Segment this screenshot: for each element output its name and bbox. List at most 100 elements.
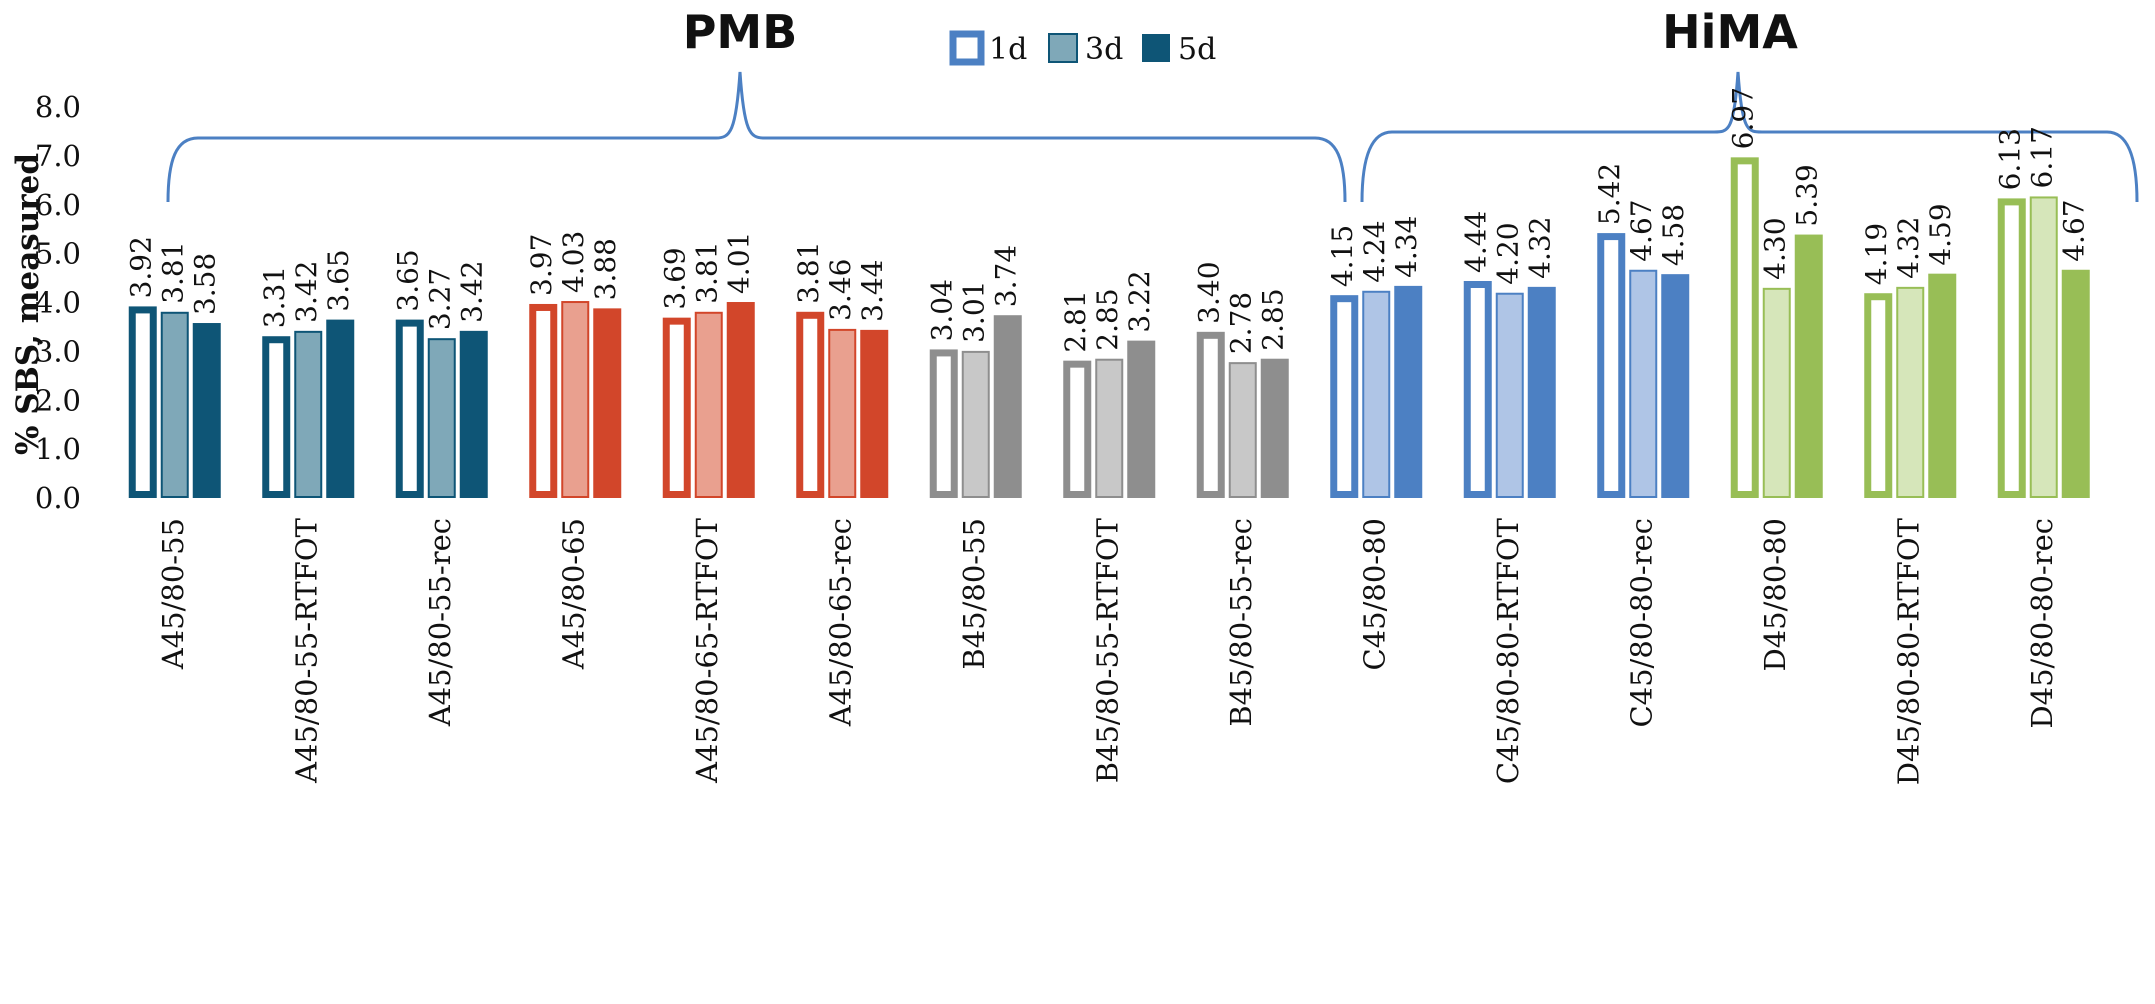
y-tick-label-1-0: 1.0 bbox=[35, 432, 81, 466]
legend-swatch-1d bbox=[949, 30, 985, 66]
bars bbox=[128, 157, 2090, 499]
category-label-b45-80-55: B45/80-55 bbox=[957, 518, 991, 670]
bar-b45-80-55-rtfot-3d bbox=[1095, 358, 1124, 498]
bar-a45-80-55-rec-1d bbox=[395, 319, 424, 499]
category-label-a45-80-65: A45/80-65 bbox=[556, 518, 590, 670]
bar-c45-80-80-3d bbox=[1362, 290, 1391, 498]
bar-c45-80-80-rtfot-1d bbox=[1463, 280, 1492, 498]
bar-b45-80-55-rtfot-5d bbox=[1127, 340, 1156, 498]
value-label-d45-80-80-rec-3d: 6.17 bbox=[2026, 126, 2059, 188]
bar-a45-80-55-3d bbox=[160, 311, 189, 498]
value-label-c45-80-80-rec-3d: 4.67 bbox=[1625, 199, 1658, 261]
value-label-a45-80-55-rec-1d: 3.65 bbox=[392, 249, 425, 311]
value-label-c45-80-80-rec-1d: 5.42 bbox=[1593, 163, 1626, 225]
value-label-d45-80-80-rtfot-1d: 4.19 bbox=[1860, 223, 1893, 285]
group-title-pmb: PMB bbox=[683, 5, 798, 59]
bar-a45-80-55-1d bbox=[128, 306, 157, 498]
y-tick-label-5-0: 5.0 bbox=[35, 237, 81, 271]
value-label-c45-80-80-rtfot-5d: 4.32 bbox=[1524, 217, 1557, 279]
value-label-a45-80-65-rtfot-3d: 3.81 bbox=[691, 241, 724, 303]
category-label-a45-80-65-rec: A45/80-65-rec bbox=[823, 518, 857, 727]
bar-cluster-b45-80-55-rtfot bbox=[1063, 340, 1156, 498]
value-label-a45-80-65-rtfot-1d: 3.69 bbox=[659, 247, 692, 309]
brace-group-hima: HiMA bbox=[1360, 5, 2139, 203]
value-label-a45-80-65-5d: 3.88 bbox=[589, 238, 622, 300]
value-label-b45-80-55-rtfot-1d: 2.81 bbox=[1059, 290, 1092, 352]
value-label-d45-80-80-rec-1d: 6.13 bbox=[1994, 128, 2027, 190]
value-label-d45-80-80-1d: 6.97 bbox=[1727, 87, 1760, 149]
bar-cluster-c45-80-80 bbox=[1330, 285, 1423, 499]
legend-item-5d: 5d bbox=[1142, 32, 1216, 67]
bar-d45-80-80-1d bbox=[1730, 157, 1759, 498]
bar-d45-80-80-5d bbox=[1794, 234, 1823, 498]
y-tick-label-7-0: 7.0 bbox=[35, 139, 81, 173]
value-label-a45-80-55-1d: 3.92 bbox=[125, 236, 158, 298]
category-label-a45-80-55-rec: A45/80-55-rec bbox=[423, 518, 457, 727]
y-tick-label-3-0: 3.0 bbox=[35, 334, 81, 368]
bar-a45-80-55-rtfot-1d bbox=[262, 336, 291, 498]
value-label-a45-80-55-rec-5d: 3.42 bbox=[456, 261, 489, 323]
bar-a45-80-65-rec-3d bbox=[828, 328, 857, 498]
category-label-a45-80-55-rtfot: A45/80-55-RTFOT bbox=[289, 517, 323, 784]
bar-cluster-d45-80-80 bbox=[1730, 157, 1823, 498]
bar-c45-80-80-rec-3d bbox=[1629, 269, 1658, 498]
value-label-c45-80-80-3d: 4.24 bbox=[1358, 220, 1391, 282]
bar-a45-80-55-rtfot-3d bbox=[294, 330, 323, 498]
bar-c45-80-80-rtfot-5d bbox=[1527, 286, 1556, 498]
bar-d45-80-80-rec-1d bbox=[1997, 198, 2026, 499]
brace-layer: PMB HiMA bbox=[166, 5, 2139, 203]
bar-d45-80-80-3d bbox=[1762, 287, 1791, 498]
bar-a45-80-65-rec-5d bbox=[860, 329, 889, 498]
bar-b45-80-55-3d bbox=[961, 350, 990, 499]
value-label-b45-80-55-3d: 3.01 bbox=[958, 281, 991, 343]
bar-a45-80-55-rtfot-5d bbox=[326, 319, 355, 498]
value-label-b45-80-55-rtfot-5d: 3.22 bbox=[1123, 270, 1156, 332]
legend: 1d 3d 5d bbox=[949, 30, 1216, 67]
y-tick-label-2-0: 2.0 bbox=[35, 383, 81, 417]
value-label-c45-80-80-5d: 4.34 bbox=[1390, 216, 1423, 278]
bar-d45-80-80-rtfot-1d bbox=[1864, 293, 1893, 498]
y-tick-label-6-0: 6.0 bbox=[35, 188, 81, 222]
value-label-c45-80-80-rtfot-3d: 4.20 bbox=[1492, 222, 1525, 284]
y-tick-label-8-0: 8.0 bbox=[35, 90, 81, 124]
category-label-c45-80-80: C45/80-80 bbox=[1357, 518, 1391, 670]
bar-cluster-d45-80-80-rec bbox=[1997, 196, 2090, 499]
bar-d45-80-80-rec-3d bbox=[2029, 196, 2058, 498]
legend-swatch-5d bbox=[1142, 34, 1170, 62]
category-label-b45-80-55-rec: B45/80-55-rec bbox=[1224, 518, 1258, 727]
value-label-a45-80-55-5d: 3.58 bbox=[189, 253, 222, 315]
bar-c45-80-80-rtfot-3d bbox=[1495, 292, 1524, 498]
bar-cluster-c45-80-80-rtfot bbox=[1463, 280, 1556, 498]
value-label-c45-80-80-rtfot-1d: 4.44 bbox=[1460, 211, 1493, 273]
category-label-a45-80-55: A45/80-55 bbox=[156, 518, 190, 670]
bar-c45-80-80-rec-1d bbox=[1597, 233, 1626, 498]
bar-cluster-b45-80-55 bbox=[929, 315, 1022, 499]
legend-label-3d: 3d bbox=[1085, 32, 1123, 67]
y-axis-title: % SBS, measured bbox=[10, 153, 46, 455]
bar-a45-80-65-rtfot-5d bbox=[726, 302, 755, 498]
value-label-b45-80-55-rec-5d: 2.85 bbox=[1257, 288, 1290, 350]
bar-a45-80-55-5d bbox=[192, 323, 221, 498]
value-label-a45-80-65-rec-5d: 3.44 bbox=[856, 260, 889, 322]
bar-d45-80-80-rtfot-5d bbox=[1928, 273, 1957, 498]
bar-d45-80-80-rtfot-3d bbox=[1896, 286, 1925, 498]
bar-d45-80-80-rec-5d bbox=[2061, 269, 2090, 498]
bar-cluster-a45-80-55-rtfot bbox=[262, 319, 355, 498]
value-label-c45-80-80-rec-5d: 4.58 bbox=[1657, 204, 1690, 266]
value-label-b45-80-55-rec-1d: 3.40 bbox=[1193, 261, 1226, 323]
value-label-c45-80-80-1d: 4.15 bbox=[1326, 225, 1359, 287]
bar-c45-80-80-rec-5d bbox=[1661, 274, 1690, 498]
category-labels: A45/80-55 A45/80-55-RTFOT A45/80-55-rec A45… bbox=[156, 517, 2059, 785]
bar-a45-80-65-rtfot-1d bbox=[662, 317, 691, 498]
value-label-d45-80-80-rtfot-3d: 4.32 bbox=[1892, 217, 1925, 279]
category-label-c45-80-80-rec: C45/80-80-rec bbox=[1624, 518, 1658, 728]
legend-label-1d: 1d bbox=[989, 32, 1027, 67]
brace-hima bbox=[1360, 71, 2139, 203]
legend-item-1d: 1d bbox=[949, 30, 1027, 67]
bar-a45-80-55-rec-3d bbox=[427, 338, 456, 498]
value-label-a45-80-65-1d: 3.97 bbox=[525, 234, 558, 296]
value-label-b45-80-55-rec-3d: 2.78 bbox=[1225, 292, 1258, 354]
group-title-hima: HiMA bbox=[1662, 5, 1798, 59]
bar-c45-80-80-5d bbox=[1394, 285, 1423, 498]
